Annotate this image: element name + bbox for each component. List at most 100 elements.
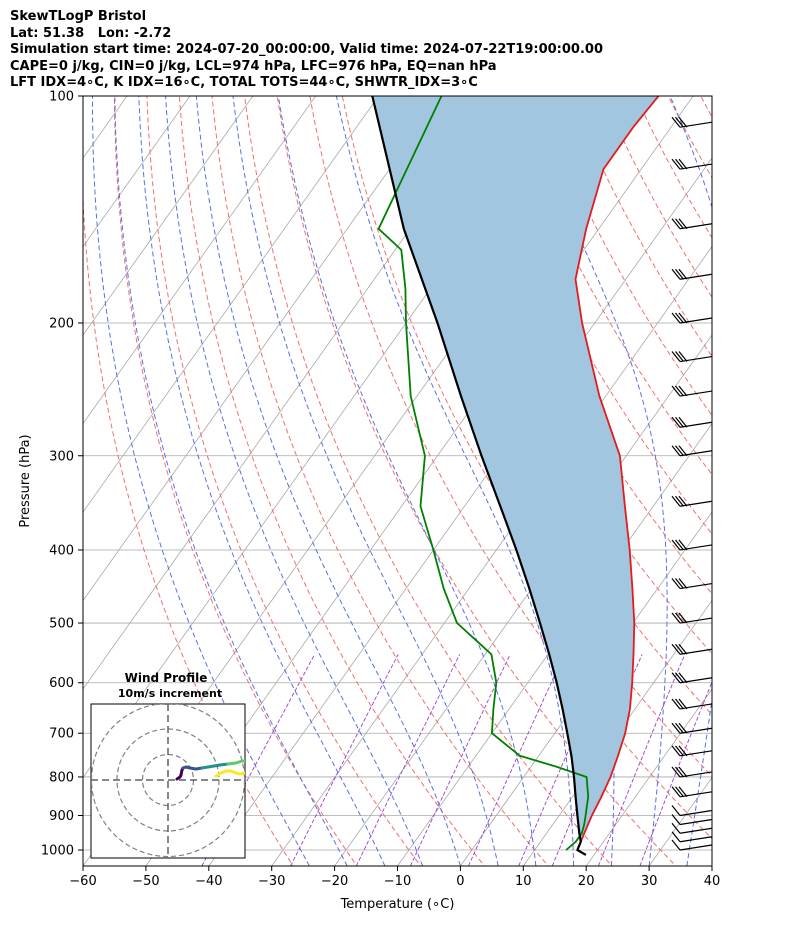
wind-barb bbox=[671, 578, 713, 590]
moist-adiabat bbox=[195, 96, 461, 866]
wind-barb-flag bbox=[675, 766, 684, 778]
wind-barb-shaft bbox=[679, 544, 713, 551]
temperature-profile bbox=[574, 96, 660, 851]
wind-barb-flag bbox=[671, 312, 681, 324]
hodograph-plot bbox=[91, 704, 245, 858]
wind-barb-flag bbox=[675, 351, 684, 362]
moist-adiabat bbox=[335, 96, 575, 866]
hodograph-subtitle: 10m/s increment bbox=[118, 687, 222, 700]
isotherm-line bbox=[83, 96, 254, 336]
wind-barb bbox=[671, 805, 713, 817]
isotherm-line bbox=[459, 511, 712, 866]
wind-barb bbox=[671, 822, 713, 834]
isotherm-line bbox=[83, 96, 443, 602]
location-coordinates: Lat: 51.38 Lon: -2.72 bbox=[10, 25, 172, 41]
wind-barb-flag bbox=[678, 116, 688, 128]
wind-barb bbox=[671, 786, 713, 798]
dry-adiabat bbox=[83, 186, 294, 866]
wind-barb bbox=[671, 312, 713, 324]
wind-barb-flag bbox=[675, 539, 684, 551]
isotherm-line bbox=[83, 96, 191, 248]
wind-barb-flag bbox=[671, 814, 681, 825]
wind-barb-shaft bbox=[679, 648, 713, 655]
mixing-ratio-line bbox=[468, 654, 565, 866]
wind-barb-flag bbox=[675, 672, 684, 684]
wind-barb-shaft bbox=[679, 727, 713, 734]
moist-adiabat bbox=[762, 96, 794, 866]
wind-barb-flag bbox=[671, 612, 681, 624]
wind-barb-flag bbox=[671, 643, 681, 655]
mixing-ratio-line bbox=[409, 654, 511, 866]
wind-barb-flag bbox=[671, 445, 681, 457]
hodograph-ring bbox=[91, 704, 245, 858]
chart-header: SkewTLogP Bristol Lat: 51.38 Lon: -2.72 … bbox=[10, 9, 603, 92]
y-tick-label: 800 bbox=[49, 770, 74, 785]
y-tick-label: 700 bbox=[49, 727, 74, 742]
wind-barb-flag bbox=[678, 268, 688, 280]
hodograph-title: Wind Profile bbox=[125, 671, 208, 685]
cape-area bbox=[372, 96, 659, 850]
dry-adiabat bbox=[700, 96, 712, 119]
dry-adiabat bbox=[733, 96, 794, 869]
y-tick-label: 200 bbox=[49, 316, 74, 331]
wind-barb-flag bbox=[675, 698, 684, 710]
x-tick-label: −10 bbox=[384, 874, 411, 889]
wind-barb-flag bbox=[675, 445, 684, 457]
wind-barb-flag bbox=[675, 416, 684, 428]
wind-barb bbox=[671, 839, 713, 851]
x-tick-label: −40 bbox=[195, 874, 222, 889]
wind-barb-shaft bbox=[679, 836, 713, 843]
wind-barb bbox=[671, 385, 713, 397]
moist-adiabat bbox=[669, 96, 712, 866]
wind-barb-shaft bbox=[679, 223, 713, 230]
isotherm-line bbox=[83, 96, 317, 425]
x-tick-label: 40 bbox=[704, 874, 721, 889]
wind-barb-shaft bbox=[679, 121, 713, 128]
y-axis-label: Pressure (hPa) bbox=[18, 434, 33, 527]
wind-barb-flag bbox=[678, 385, 688, 397]
dry-adiabat bbox=[146, 96, 422, 866]
moist-adiabat bbox=[232, 96, 499, 866]
wind-barb bbox=[671, 814, 713, 826]
wind-barb bbox=[671, 722, 713, 734]
x-tick-label: −30 bbox=[258, 874, 285, 889]
isotherm-line bbox=[397, 422, 712, 866]
parcel-profile bbox=[371, 96, 587, 856]
wind-barb bbox=[671, 416, 713, 428]
x-tick-label: 20 bbox=[578, 874, 595, 889]
wind-barb-shaft bbox=[679, 771, 713, 778]
wind-barb-flag bbox=[678, 745, 688, 757]
wind-barb bbox=[671, 766, 713, 778]
mixing-ratio-line bbox=[355, 654, 461, 866]
wind-barb-flag bbox=[678, 786, 688, 798]
wind-barb-flag bbox=[678, 218, 688, 230]
wind-barb-flag bbox=[675, 745, 684, 757]
wind-barb-flag bbox=[678, 495, 688, 507]
wind-barb-shaft bbox=[679, 750, 713, 757]
moist-adiabat bbox=[165, 96, 424, 866]
wind-barb-flag bbox=[671, 822, 681, 834]
wind-barb-flag bbox=[675, 385, 684, 397]
wind-barb bbox=[671, 672, 713, 684]
y-tick-label: 300 bbox=[49, 449, 74, 464]
y-tick-label: 100 bbox=[49, 90, 74, 105]
y-tick-label: 400 bbox=[49, 543, 74, 558]
wind-barb-shaft bbox=[679, 500, 713, 507]
wind-barb-flag bbox=[675, 158, 684, 170]
station-title: SkewTLogP Bristol bbox=[10, 9, 147, 24]
wind-barb bbox=[671, 643, 713, 655]
wind-barb bbox=[671, 612, 713, 624]
wind-barb-flag bbox=[678, 643, 688, 655]
x-axis-label: Temperature (∘C) bbox=[340, 897, 455, 912]
wind-barb-shaft bbox=[679, 421, 713, 428]
wind-barb-flag bbox=[675, 495, 684, 507]
wind-barb-flag bbox=[678, 612, 688, 624]
wind-barb-flag bbox=[678, 312, 688, 324]
dry-adiabat bbox=[276, 96, 677, 866]
wind-barb-flag bbox=[678, 416, 688, 428]
wind-barb-flag bbox=[675, 643, 684, 655]
wind-barb-flag bbox=[671, 495, 681, 507]
moist-adiabat bbox=[725, 96, 794, 866]
wind-barb-shaft bbox=[679, 163, 713, 170]
y-tick-label: 1000 bbox=[41, 844, 74, 859]
